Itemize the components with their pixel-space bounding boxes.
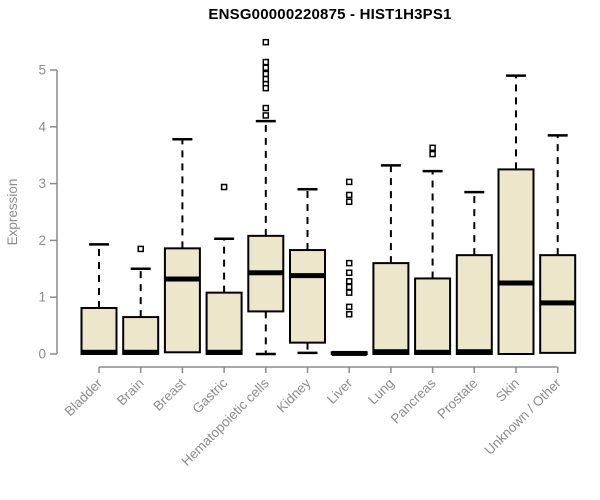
- box-pancreas: [414, 144, 452, 355]
- outlier-point: [345, 289, 353, 296]
- median-line: [456, 349, 492, 355]
- box-breast: [163, 138, 201, 354]
- outlier-point: [345, 191, 353, 199]
- outlier-point: [345, 303, 353, 311]
- iqr-box: [497, 168, 535, 355]
- median-line: [415, 349, 451, 355]
- y-tick-label: 3: [38, 176, 46, 191]
- y-tick-label: 4: [38, 119, 46, 134]
- x-category-label-breast: Breast: [150, 375, 188, 413]
- outlier-point: [345, 283, 353, 291]
- outlier-point: [137, 245, 144, 253]
- outlier-point: [262, 104, 270, 112]
- box-brain: [122, 245, 160, 355]
- box-gastric: [205, 183, 243, 356]
- outlier-point: [262, 70, 270, 78]
- iqr-box: [372, 262, 410, 355]
- y-tick-label: 0: [38, 347, 46, 362]
- median-line: [373, 349, 409, 355]
- box-kidney: [289, 188, 326, 355]
- outlier-point: [262, 75, 270, 83]
- iqr-box: [205, 291, 243, 356]
- outlier-point: [262, 64, 270, 71]
- x-category-label-kidney: Kidney: [274, 375, 314, 415]
- outlier-point: [262, 84, 270, 92]
- outlier-point: [345, 178, 353, 186]
- x-category-label-skin: Skin: [493, 376, 522, 405]
- iqr-box: [163, 247, 201, 354]
- outlier-point: [429, 150, 436, 158]
- median-line: [498, 280, 534, 286]
- median-line: [331, 350, 367, 356]
- box-bladder: [80, 243, 118, 356]
- box-skin: [497, 74, 535, 355]
- box-hematopoietic-cells: [247, 38, 285, 356]
- median-line: [248, 270, 284, 276]
- iqr-box: [122, 316, 160, 355]
- box-unknown-other: [539, 134, 577, 354]
- outlier-point: [345, 278, 353, 285]
- outlier-point: [345, 310, 353, 318]
- median-line: [123, 349, 159, 355]
- outlier-point: [262, 58, 270, 66]
- box-lung: [372, 164, 410, 355]
- chart-title: ENSG00000220875 - HIST1H3PS1: [208, 6, 452, 23]
- x-category-label-liver: Liver: [324, 375, 356, 407]
- x-category-label-lung: Lung: [365, 376, 397, 408]
- median-line: [81, 349, 117, 355]
- box-liver: [330, 178, 368, 356]
- y-tick-label: 5: [38, 63, 46, 78]
- outlier-point: [345, 198, 353, 206]
- box-prostate: [455, 190, 493, 355]
- x-category-label-gastric: Gastric: [189, 375, 230, 416]
- iqr-box: [455, 254, 493, 355]
- outlier-point: [262, 38, 270, 46]
- outlier-point: [220, 183, 228, 191]
- iqr-box: [414, 277, 452, 355]
- y-tick-label: 1: [38, 290, 46, 305]
- outlier-point: [345, 259, 353, 267]
- x-category-label-prostate: Prostate: [434, 376, 480, 422]
- outlier-point: [429, 144, 436, 152]
- iqr-box: [289, 249, 326, 344]
- median-line: [164, 276, 200, 282]
- median-line: [206, 349, 242, 355]
- x-category-label-brain: Brain: [114, 376, 147, 409]
- outlier-point: [345, 269, 353, 277]
- x-category-label-pancreas: Pancreas: [388, 375, 439, 426]
- median-line: [540, 300, 576, 306]
- x-category-label-unknown-other: Unknown / Other: [482, 375, 565, 458]
- x-category-label-bladder: Bladder: [62, 375, 106, 419]
- outlier-point: [262, 112, 270, 119]
- y-tick-label: 2: [38, 233, 46, 248]
- iqr-box: [80, 306, 118, 356]
- median-line: [290, 273, 325, 279]
- y-axis-title: Expression: [5, 179, 20, 246]
